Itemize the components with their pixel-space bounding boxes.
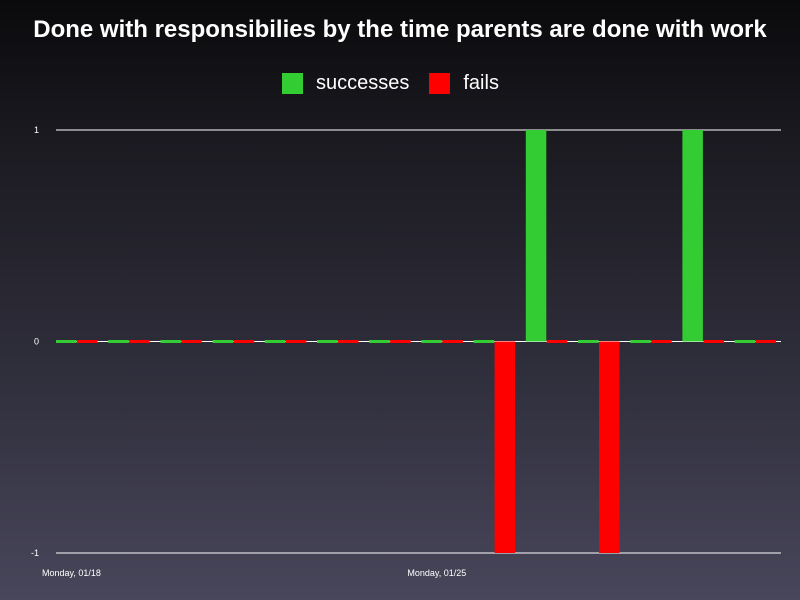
y-tick-label-0: 1 [34,125,39,135]
zero-marker-fails-1 [129,340,150,343]
zero-marker-successes-13 [735,340,756,343]
zero-marker-fails-6 [390,340,411,343]
zero-marker-fails-9 [547,340,568,343]
bar-fails-10 [599,342,620,554]
y-tick-label-1: 0 [34,337,39,347]
zero-marker-successes-10 [578,340,599,343]
zero-marker-successes-11 [630,340,651,343]
zero-marker-successes-1 [108,340,129,343]
zero-marker-fails-3 [234,340,255,343]
zero-marker-fails-0 [77,340,98,343]
zero-marker-fails-2 [181,340,202,343]
y-tick-label-2: -1 [31,548,39,558]
zero-marker-fails-4 [286,340,307,343]
zero-marker-fails-13 [756,340,777,343]
bar-successes-9 [526,130,547,342]
zero-marker-successes-0 [56,340,77,343]
zero-marker-successes-3 [213,340,234,343]
zero-marker-fails-12 [703,340,724,343]
zero-marker-fails-11 [651,340,672,343]
zero-marker-successes-2 [160,340,181,343]
zero-marker-successes-5 [317,340,338,343]
zero-marker-fails-5 [338,340,359,343]
x-tick-label-1: Monday, 01/25 [407,568,466,578]
bar-fails-8 [495,342,515,554]
zero-marker-fails-7 [442,340,463,343]
bar-successes-12 [682,130,703,342]
zero-marker-successes-7 [421,340,442,343]
zero-marker-successes-8 [474,340,495,343]
x-tick-label-0: Monday, 01/18 [42,568,101,578]
zero-marker-successes-6 [369,340,390,343]
zero-marker-successes-4 [265,340,286,343]
